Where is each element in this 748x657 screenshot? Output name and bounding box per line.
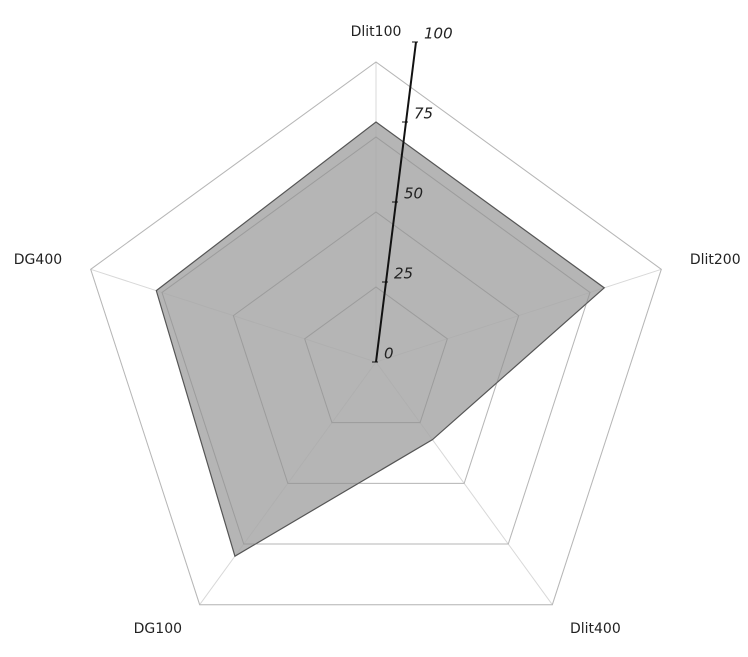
category-label: DG400 xyxy=(14,252,62,268)
category-label: Dlit100 xyxy=(351,24,402,40)
r-tick-label: 50 xyxy=(404,185,423,203)
category-label: Dlit200 xyxy=(690,252,741,268)
r-tick-label: 25 xyxy=(394,265,413,283)
category-label: Dlit400 xyxy=(570,621,621,637)
category-label: DG100 xyxy=(134,621,182,637)
grid-ring-overlay xyxy=(232,211,520,484)
grid-ring xyxy=(90,61,662,606)
radar-area xyxy=(155,121,606,558)
grid-ring-overlay xyxy=(304,286,448,424)
r-tick-label: 100 xyxy=(424,25,453,43)
r-tick-label: 0 xyxy=(384,345,394,363)
grid-ring-overlay xyxy=(90,61,662,606)
grid-ring-overlay xyxy=(161,136,591,545)
r-tick-label: 75 xyxy=(414,105,433,123)
